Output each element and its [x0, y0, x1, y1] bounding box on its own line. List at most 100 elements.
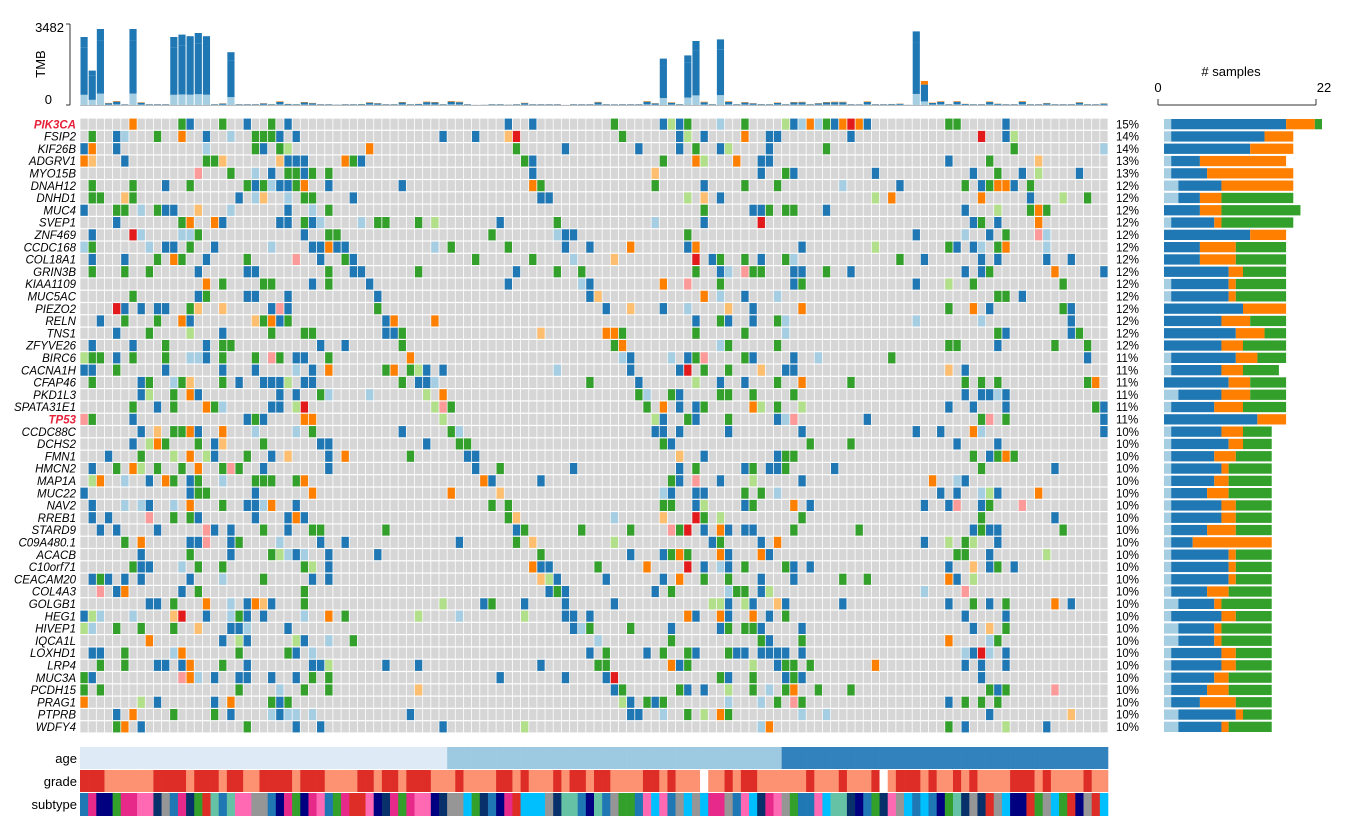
matrix-cell — [708, 327, 716, 339]
matrix-cell — [700, 303, 708, 315]
matrix-cell — [594, 426, 602, 438]
matrix-cell — [455, 167, 464, 179]
mutation-mark — [300, 229, 309, 241]
matrix-cell — [839, 413, 847, 425]
matrix-cell — [512, 450, 521, 462]
matrix-cell — [594, 130, 602, 142]
matrix-cell — [529, 217, 537, 229]
matrix-cell — [961, 303, 969, 315]
tmb-bar-segment — [88, 70, 96, 76]
mutation-mark — [635, 376, 643, 388]
mutation-mark — [235, 376, 243, 388]
matrix-cell — [773, 278, 782, 290]
tmb-bar-segment — [863, 101, 871, 102]
matrix-cell — [757, 229, 765, 241]
matrix-cell — [790, 376, 798, 388]
mutation-mark — [953, 475, 961, 487]
mutation-mark — [765, 463, 774, 475]
mutation-mark — [945, 364, 953, 376]
mutation-mark — [268, 450, 276, 462]
matrix-cell — [765, 266, 774, 278]
matrix-cell — [920, 130, 929, 142]
matrix-cell — [529, 143, 537, 155]
matrix-cell — [651, 450, 659, 462]
matrix-cell — [455, 192, 464, 204]
mutation-mark — [308, 426, 317, 438]
mutation-mark — [259, 315, 268, 327]
matrix-cell — [896, 389, 904, 401]
matrix-cell — [961, 413, 969, 425]
matrix-cell — [594, 167, 602, 179]
matrix-cell — [317, 278, 325, 290]
matrix-cell — [610, 229, 619, 241]
matrix-cell — [765, 475, 774, 487]
mutation-mark — [161, 204, 170, 216]
mutation-mark — [994, 340, 1002, 352]
mutation-mark — [977, 426, 986, 438]
matrix-cell — [235, 217, 243, 229]
matrix-cell — [480, 364, 488, 376]
matrix-cell — [937, 130, 945, 142]
matrix-cell — [839, 192, 847, 204]
matrix-cell — [708, 463, 716, 475]
matrix-cell — [1034, 303, 1043, 315]
mutation-mark — [145, 241, 154, 253]
matrix-cell — [512, 364, 521, 376]
matrix-cell — [618, 241, 627, 253]
matrix-cell — [749, 118, 757, 130]
matrix-cell — [749, 143, 757, 155]
matrix-cell — [969, 352, 978, 364]
matrix-cell — [235, 487, 243, 499]
tmb-bar-segment — [716, 49, 725, 96]
tmb-bar-segment — [651, 103, 659, 105]
mutation-mark — [80, 413, 88, 425]
matrix-cell — [333, 253, 341, 265]
matrix-cell — [692, 167, 700, 179]
matrix-cell — [406, 475, 415, 487]
matrix-cell — [586, 229, 594, 241]
matrix-cell — [953, 217, 961, 229]
matrix-cell — [186, 130, 194, 142]
matrix-cell — [667, 204, 676, 216]
matrix-cell — [1100, 155, 1108, 167]
matrix-cell — [855, 376, 863, 388]
matrix-cell — [578, 118, 586, 130]
matrix-cell — [365, 167, 374, 179]
matrix-cell — [292, 315, 300, 327]
matrix-cell — [178, 327, 186, 339]
matrix-cell — [692, 303, 700, 315]
matrix-cell — [749, 130, 757, 142]
matrix-cell — [716, 130, 725, 142]
matrix-cell — [831, 340, 839, 352]
mutation-mark — [284, 155, 292, 167]
matrix-cell — [651, 253, 659, 265]
matrix-cell — [439, 253, 447, 265]
mutation-mark — [276, 401, 284, 413]
matrix-cell — [1083, 253, 1092, 265]
matrix-cell — [569, 266, 578, 278]
matrix-cell — [349, 118, 357, 130]
matrix-cell — [219, 253, 227, 265]
matrix-cell — [178, 413, 186, 425]
matrix-cell — [455, 376, 464, 388]
matrix-cell — [137, 130, 145, 142]
matrix-cell — [610, 130, 619, 142]
matrix-cell — [398, 192, 406, 204]
matrix-cell — [357, 315, 366, 327]
matrix-cell — [398, 167, 406, 179]
matrix-cell — [643, 241, 651, 253]
matrix-cell — [684, 450, 692, 462]
mutation-mark — [300, 413, 309, 425]
matrix-cell — [472, 426, 480, 438]
matrix-cell — [1034, 475, 1043, 487]
matrix-cell — [553, 278, 561, 290]
matrix-cell — [749, 290, 757, 302]
matrix-cell — [317, 204, 325, 216]
mutation-mark — [382, 217, 390, 229]
matrix-cell — [1083, 290, 1092, 302]
mutation-mark — [994, 217, 1002, 229]
mutation-mark — [724, 389, 733, 401]
matrix-cell — [161, 155, 170, 167]
matrix-cell — [439, 438, 447, 450]
matrix-cell — [1083, 303, 1092, 315]
